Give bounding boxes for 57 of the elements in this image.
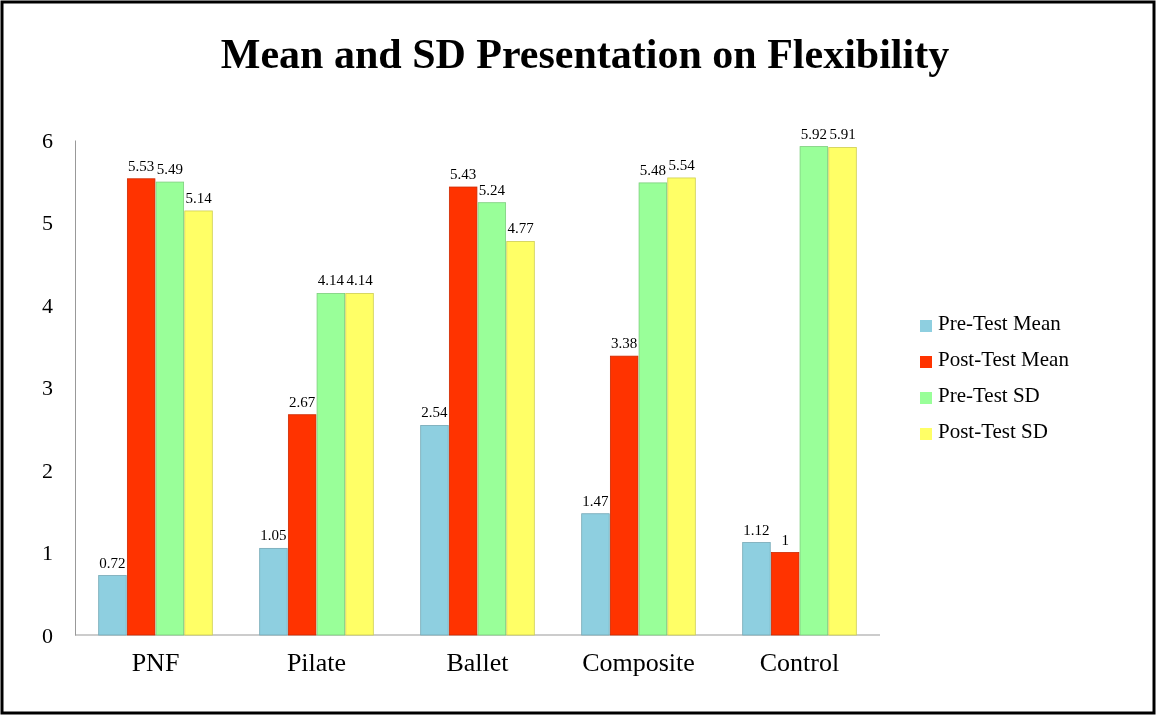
bar xyxy=(259,547,288,636)
y-tick-label: 4 xyxy=(42,292,53,318)
legend-label: Pre-Test SD xyxy=(938,383,1040,407)
legend-label: Post-Test Mean xyxy=(938,347,1070,371)
x-tick-label: PNF xyxy=(131,648,180,678)
bar xyxy=(742,542,771,636)
data-label: 4.77 xyxy=(507,220,535,237)
data-label: 5.48 xyxy=(639,161,666,178)
data-label: 5.91 xyxy=(829,126,856,143)
bar xyxy=(287,414,317,636)
data-label: 5.54 xyxy=(668,156,696,173)
data-label: 4.14 xyxy=(317,272,345,289)
bar xyxy=(448,186,478,636)
bar xyxy=(506,241,535,636)
bar xyxy=(609,355,639,636)
data-label: 5.14 xyxy=(185,189,213,206)
bar xyxy=(420,425,449,636)
data-label: 5.92 xyxy=(800,125,827,142)
y-tick-label: 6 xyxy=(42,127,53,153)
bar xyxy=(126,178,156,636)
x-tick-label: Pilate xyxy=(286,648,347,678)
chart-title: Mean and SD Presentation on Flexibility xyxy=(220,31,950,77)
x-tick-label: Composite xyxy=(582,648,695,678)
y-tick-label: 5 xyxy=(42,210,53,236)
y-tick-label: 3 xyxy=(42,375,53,401)
bar xyxy=(770,552,800,636)
bar xyxy=(638,182,668,636)
data-label: 0.72 xyxy=(99,554,126,571)
data-label: 5.24 xyxy=(478,181,506,198)
data-label: 1.47 xyxy=(582,492,610,509)
legend-label: Pre-Test Mean xyxy=(938,311,1062,335)
data-label: 1.12 xyxy=(743,521,770,538)
data-label: 4.14 xyxy=(346,272,374,289)
data-label: 5.43 xyxy=(450,166,477,183)
bar xyxy=(184,210,213,636)
legend-label: Post-Test SD xyxy=(938,419,1048,443)
data-label: 1.05 xyxy=(260,527,287,544)
y-tick-label: 0 xyxy=(42,622,53,648)
data-label: 5.49 xyxy=(156,161,183,178)
x-tick-label: Control xyxy=(759,648,840,678)
data-label: 5.53 xyxy=(128,157,155,174)
data-label: 2.54 xyxy=(421,404,449,421)
data-label: 1 xyxy=(781,531,789,548)
y-tick-label: 2 xyxy=(42,457,53,483)
bar xyxy=(828,147,857,636)
bar xyxy=(345,293,374,636)
y-tick-label: 1 xyxy=(42,540,53,566)
data-label: 3.38 xyxy=(611,335,638,352)
bar xyxy=(98,575,127,636)
bar xyxy=(799,146,829,636)
x-tick-label: Ballet xyxy=(446,648,510,678)
bar xyxy=(667,177,696,636)
bar xyxy=(477,202,507,636)
bar xyxy=(155,181,185,636)
bar xyxy=(581,513,610,636)
data-label: 2.67 xyxy=(289,393,316,410)
bar xyxy=(316,293,346,636)
